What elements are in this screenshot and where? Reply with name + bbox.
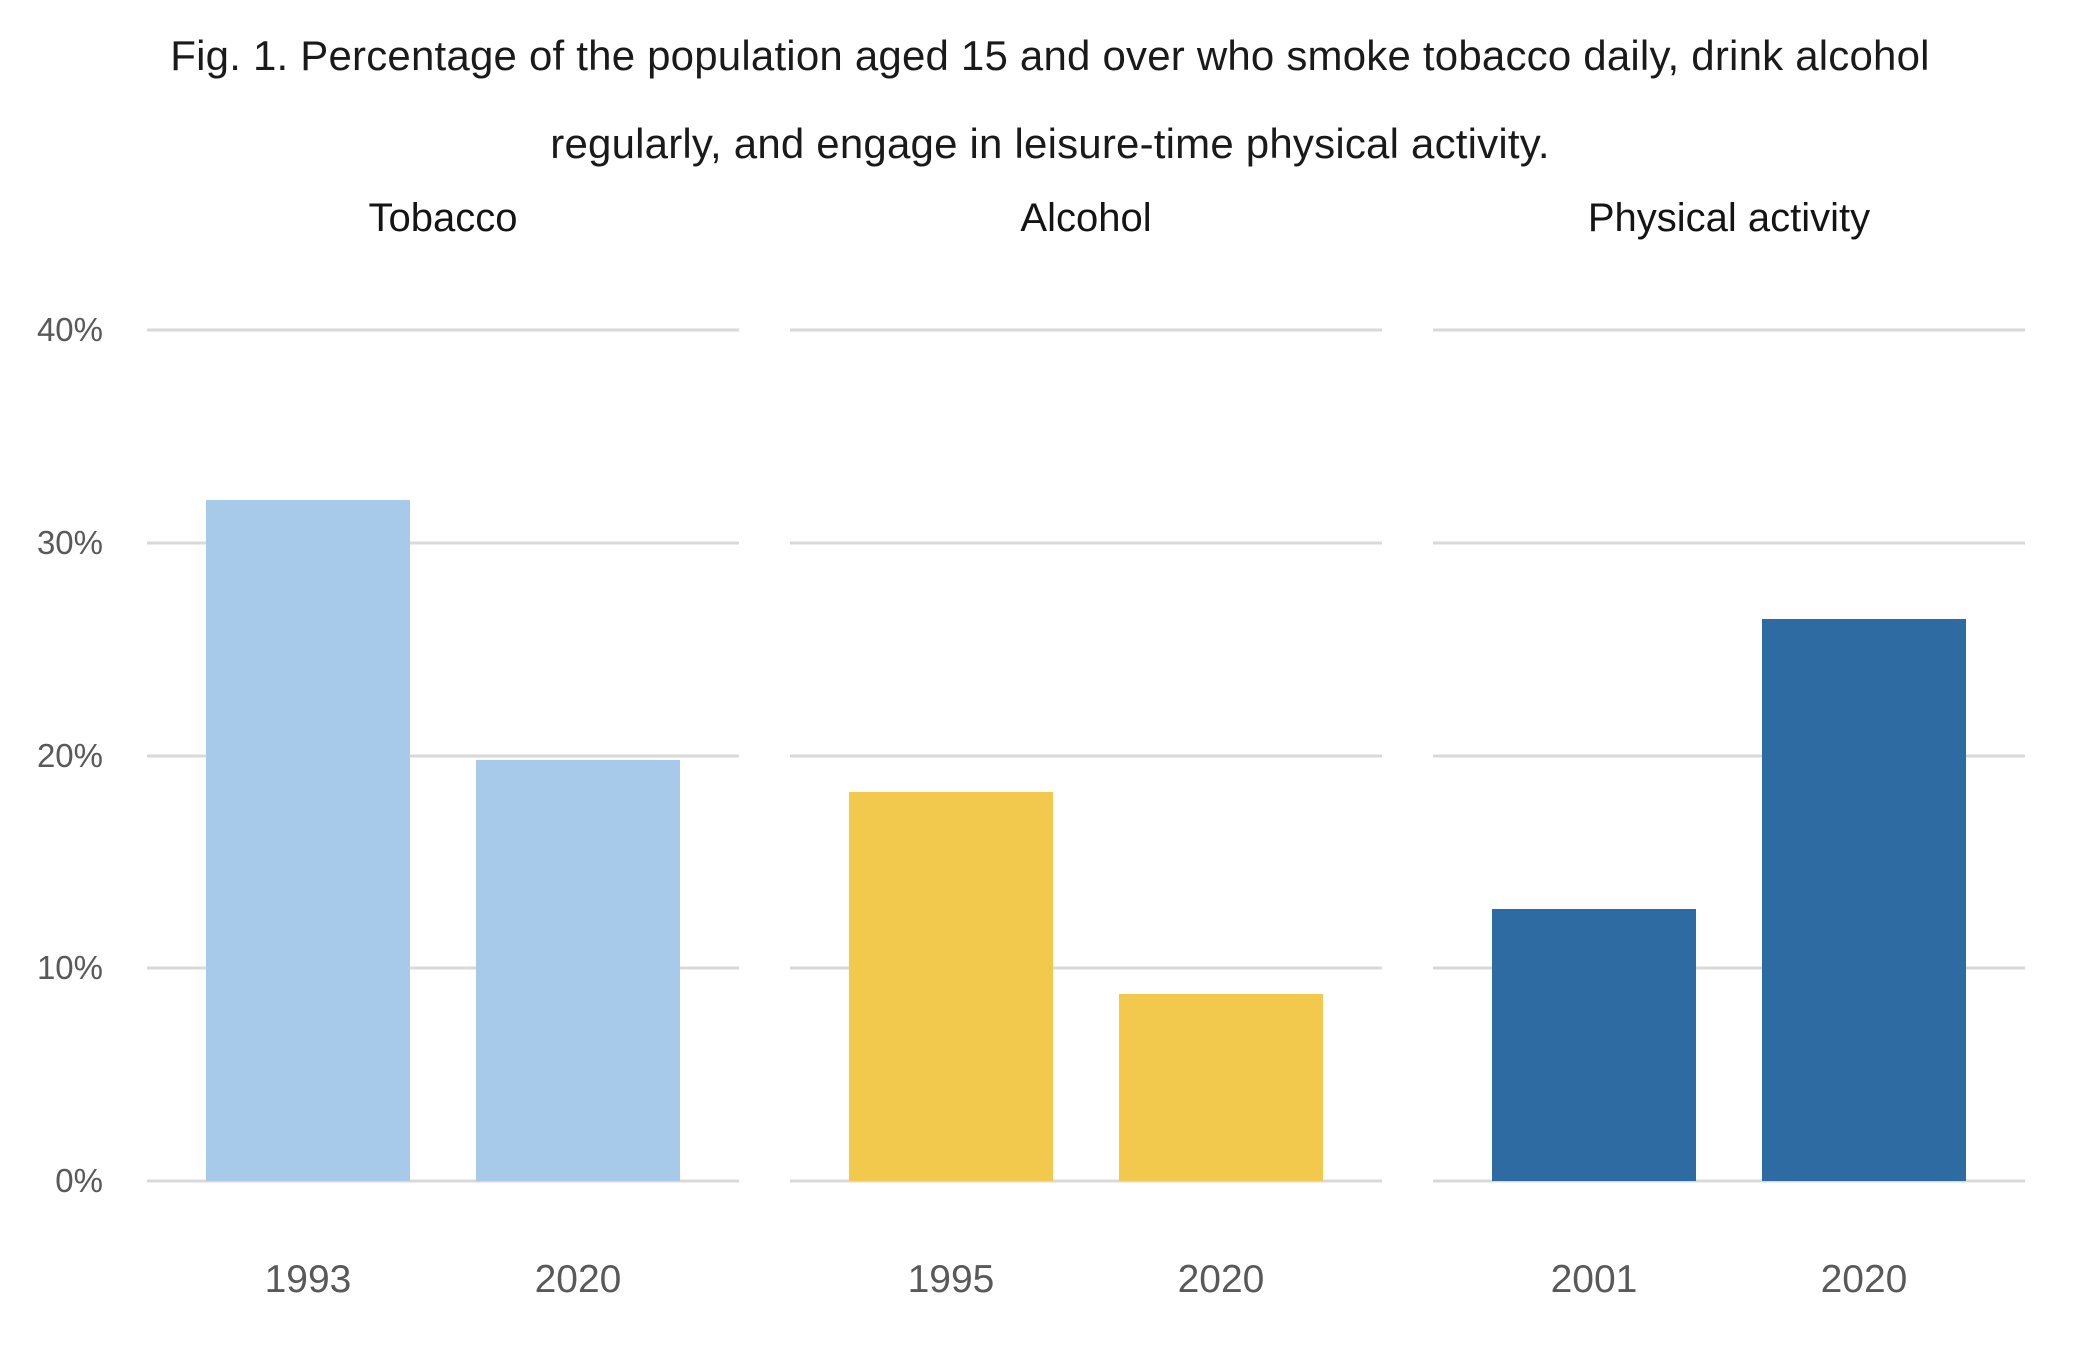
gridline-alcohol-10 (790, 966, 1382, 970)
gridline-tobacco-0 (147, 1179, 739, 1183)
panel-alcohol: Alcohol 1995 2020 (790, 196, 1382, 1350)
gridline-tobacco-40 (147, 328, 739, 332)
x-axis-label-physical-activity-2020: 2020 (1820, 1258, 1908, 1301)
y-axis-tick-20: 20% (36, 736, 103, 774)
x-axis-label-alcohol-2020: 2020 (1177, 1258, 1265, 1301)
x-axis-label-physical-activity-2001: 2001 (1550, 1258, 1638, 1301)
gridline-physical-activity-20 (1433, 754, 2025, 757)
bar-tobacco-2020 (476, 759, 680, 1181)
y-axis-tick-40: 40% (36, 311, 103, 348)
panel-tobacco: Tobacco 1993 2020 (147, 196, 739, 1350)
bar-physical-activity-2001 (1492, 908, 1696, 1181)
gridline-tobacco-30 (147, 541, 739, 545)
panel-title-tobacco: Tobacco (368, 196, 518, 240)
gridline-tobacco-10 (147, 966, 739, 970)
figure-title: Fig. 1. Percentage of the population age… (0, 12, 2100, 188)
gridline-alcohol-0 (790, 1179, 1382, 1183)
gridline-physical-activity-0 (1433, 1179, 2025, 1183)
y-axis-tick-30: 30% (36, 523, 103, 561)
gridline-alcohol-20 (790, 754, 1382, 757)
panel-physical-activity: Physical activity 2001 2020 (1433, 196, 2025, 1350)
y-axis-tick-0: 0% (55, 1162, 103, 1199)
figure-title-line1: Fig. 1. Percentage of the population age… (170, 32, 1930, 79)
y-axis: 40% 30% 20% 10% 0% (0, 311, 103, 1199)
plot-area-physical-activity (1433, 328, 2025, 1183)
gridline-alcohol-30 (790, 541, 1382, 545)
panel-title-alcohol: Alcohol (1020, 196, 1152, 240)
plot-area-tobacco (147, 328, 739, 1183)
bar-tobacco-1993 (206, 500, 410, 1181)
gridline-alcohol-40 (790, 328, 1382, 332)
gridline-physical-activity-10 (1433, 966, 2025, 970)
bar-alcohol-1995 (849, 791, 1053, 1181)
bar-alcohol-2020 (1119, 993, 1323, 1181)
panel-title-physical-activity: Physical activity (1587, 196, 1871, 240)
x-axis-label-tobacco-2020: 2020 (534, 1258, 622, 1301)
x-axis-label-tobacco-1993: 1993 (264, 1258, 352, 1301)
figure-title-line2: regularly, and engage in leisure-time ph… (550, 120, 1550, 167)
gridline-physical-activity-30 (1433, 541, 2025, 545)
gridline-physical-activity-40 (1433, 328, 2025, 332)
plot-area-alcohol (790, 328, 1382, 1183)
x-axis-label-alcohol-1995: 1995 (907, 1258, 995, 1301)
y-axis-tick-10: 10% (36, 949, 103, 987)
chart-panels: Tobacco 1993 2020 Alcohol 1995 2020 Physical a… (147, 196, 2025, 1350)
bar-physical-activity-2020 (1762, 619, 1966, 1181)
gridline-tobacco-20 (147, 754, 739, 757)
